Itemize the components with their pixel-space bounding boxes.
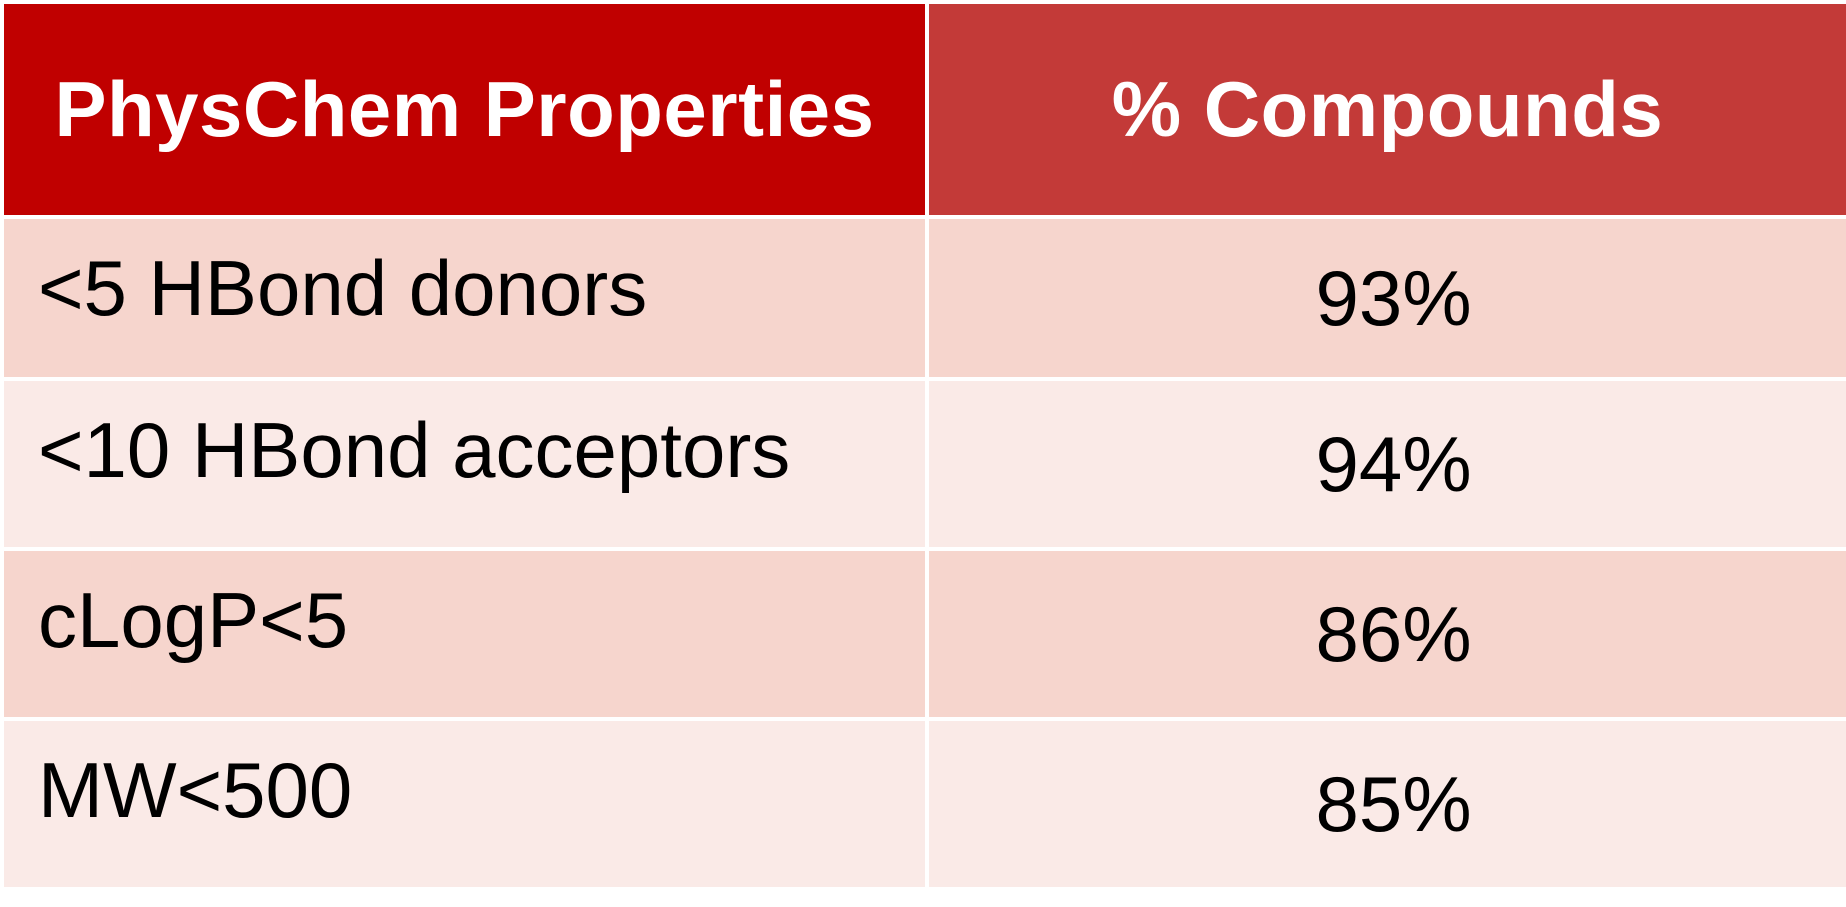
row-1-percent: 93% bbox=[929, 219, 1846, 377]
row-1-property: <5 HBond donors bbox=[4, 219, 925, 377]
row-4-property: MW<500 bbox=[4, 721, 925, 887]
row-2-property: <10 HBond acceptors bbox=[4, 381, 925, 547]
physchem-table: PhysChem Properties % Compounds <5 HBond… bbox=[4, 4, 1846, 887]
column-header-percent: % Compounds bbox=[929, 4, 1846, 215]
row-3-percent: 86% bbox=[929, 551, 1846, 717]
column-header-property: PhysChem Properties bbox=[4, 4, 925, 215]
row-4-percent: 85% bbox=[929, 721, 1846, 887]
row-3-property: cLogP<5 bbox=[4, 551, 925, 717]
row-2-percent: 94% bbox=[929, 381, 1846, 547]
